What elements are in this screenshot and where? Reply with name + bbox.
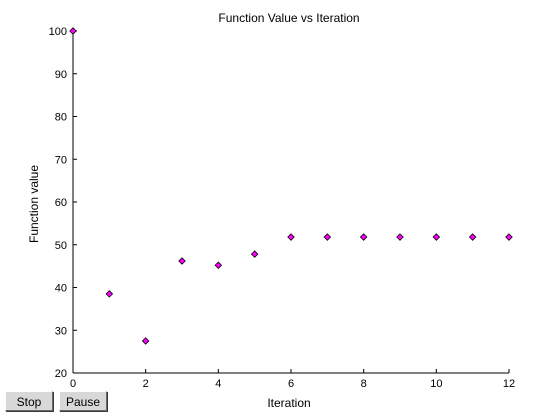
data-point [141, 337, 150, 345]
y-tick-label: 50 [55, 240, 67, 252]
pause-button[interactable]: Pause [59, 391, 107, 411]
x-tick-label: 10 [430, 378, 442, 390]
y-tick-label: 70 [55, 154, 67, 166]
data-point [505, 233, 513, 241]
axes: 0 2 4 6 8 10 12 20 30 40 50 60 70 80 90 100 [49, 26, 515, 390]
x-axis-label: Iteration [267, 396, 310, 410]
y-tick-label: 100 [49, 26, 67, 38]
data-point [359, 233, 368, 241]
x-tick-label: 2 [143, 378, 149, 390]
y-tick-label: 60 [55, 197, 67, 209]
chart-title: Function Value vs Iteration [218, 11, 359, 25]
stop-button[interactable]: Stop [5, 391, 53, 411]
data-point [105, 290, 114, 298]
data-points [69, 27, 513, 345]
y-tick-label: 20 [55, 368, 67, 380]
y-tick-label: 40 [55, 283, 67, 295]
x-tick-label: 12 [503, 378, 515, 390]
y-axis-label: Function value [27, 165, 41, 243]
data-point [287, 233, 295, 241]
data-point [468, 233, 477, 241]
data-point [178, 257, 186, 265]
y-tick-label: 30 [55, 325, 67, 337]
x-tick-label: 6 [288, 378, 294, 390]
data-point [214, 261, 223, 270]
data-point [432, 233, 441, 241]
x-tick-label: 4 [215, 378, 221, 390]
x-tick-label: 8 [361, 378, 367, 390]
y-tick-label: 80 [55, 112, 67, 124]
data-point [250, 250, 259, 258]
data-point [69, 27, 77, 35]
data-point [323, 233, 332, 241]
x-tick-label: 0 [70, 378, 76, 390]
y-tick-label: 90 [55, 69, 67, 81]
data-point [396, 233, 404, 241]
